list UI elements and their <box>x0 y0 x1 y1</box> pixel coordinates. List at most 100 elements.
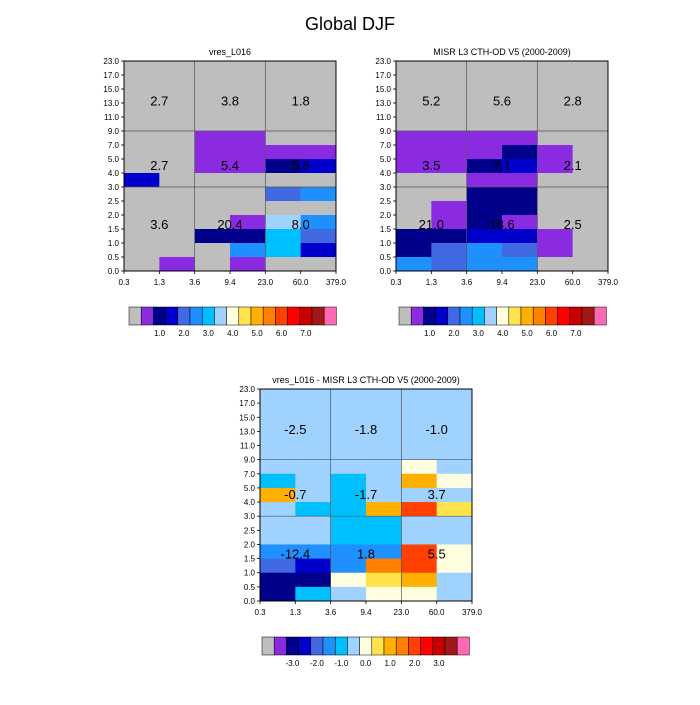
heatmap-cell <box>396 117 432 132</box>
heatmap-cell <box>436 445 473 460</box>
heatmap-cell <box>194 159 231 174</box>
heatmap-cell <box>300 117 337 132</box>
colorbar-box <box>395 636 409 656</box>
x-tick-label: 3.6 <box>461 278 473 287</box>
heatmap-cell <box>330 417 367 432</box>
heatmap-cell <box>260 473 296 489</box>
x-tick-label: 60.0 <box>565 278 581 287</box>
heatmap-cell <box>396 89 432 104</box>
colorbar-box <box>545 306 558 326</box>
heatmap-cell <box>366 445 402 460</box>
heatmap-cell <box>537 75 573 90</box>
heatmap-cell <box>537 229 573 244</box>
heatmap-cell <box>330 389 367 404</box>
colorbar-box <box>532 306 546 326</box>
heatmap-cell <box>124 173 160 188</box>
colorbar-box <box>311 306 325 326</box>
region-value-label: 20.4 <box>217 217 242 232</box>
heatmap-cell <box>330 473 367 489</box>
heatmap-cell <box>300 257 337 272</box>
heatmap-cell <box>300 173 337 188</box>
x-tick-label: 379.0 <box>462 608 483 617</box>
y-tick-label: 11.0 <box>104 113 120 122</box>
heatmap-cell <box>431 159 467 174</box>
y-tick-label: 23.0 <box>239 385 255 394</box>
heatmap-cell <box>502 243 538 258</box>
colorbar-label: 4.0 <box>227 329 239 338</box>
heatmap-cell <box>466 103 503 118</box>
x-tick-label: 3.6 <box>325 608 337 617</box>
y-tick-label: 4.0 <box>380 169 392 178</box>
x-tick-label: 60.0 <box>429 608 445 617</box>
y-tick-label: 1.0 <box>380 239 392 248</box>
heatmap-cell <box>502 75 538 90</box>
heatmap-cell <box>502 103 538 118</box>
heatmap-cell <box>330 431 367 446</box>
x-tick-label: 23.0 <box>394 608 410 617</box>
heatmap-cell <box>436 403 473 418</box>
heatmap-cell <box>431 257 467 272</box>
heatmap-cell <box>436 586 473 602</box>
heatmap-cell <box>330 586 367 602</box>
heatmap-cell <box>396 257 432 272</box>
y-tick-label: 17.0 <box>103 71 119 80</box>
heatmap-cell <box>366 530 402 545</box>
x-tick-label: 9.4 <box>224 278 236 287</box>
y-tick-label: 2.5 <box>244 526 256 535</box>
heatmap-cell <box>396 243 432 258</box>
heatmap-cell <box>502 187 538 202</box>
x-tick-label: 23.0 <box>530 278 546 287</box>
heatmap-cell <box>330 572 367 588</box>
heatmap-cell <box>124 145 160 160</box>
heatmap-cell <box>537 89 573 104</box>
heatmap-cell <box>572 131 609 146</box>
colorbar-box <box>435 306 449 326</box>
heatmap-cell <box>466 243 503 258</box>
heatmap-cell <box>260 389 296 404</box>
colorbar-box <box>323 306 337 326</box>
colorbar-label: -1.0 <box>334 659 348 668</box>
y-tick-label: 1.0 <box>108 239 120 248</box>
colorbar-box <box>408 636 421 656</box>
colorbar-label: 6.0 <box>546 329 558 338</box>
heatmap-cell <box>230 117 266 132</box>
heatmap-cell <box>159 173 195 188</box>
region-value-label: -1.7 <box>355 487 377 502</box>
heatmap-cell <box>502 257 538 272</box>
heatmap-cell <box>537 201 573 216</box>
colorbar-label: 5.0 <box>522 329 534 338</box>
region-value-label: 2.1 <box>564 158 582 173</box>
colorbar-label: 6.0 <box>276 329 288 338</box>
y-tick-label: 2.0 <box>380 211 392 220</box>
heatmap-cell <box>436 558 473 574</box>
heatmap-cell <box>295 487 331 503</box>
heatmap-cell <box>260 586 296 602</box>
heatmap-cell <box>230 103 266 118</box>
heatmap-cell <box>159 61 195 76</box>
colorbar-box <box>262 306 276 326</box>
y-tick-label: 0.5 <box>244 583 256 592</box>
colorbar-box <box>298 636 312 656</box>
colorbar-label: 5.0 <box>252 329 264 338</box>
heatmap-cell <box>431 61 467 76</box>
heatmap-cell <box>431 89 467 104</box>
heatmap-cell <box>260 572 296 588</box>
heatmap-cell <box>265 215 301 230</box>
heatmap-cell <box>194 187 231 202</box>
y-tick-label: 9.0 <box>108 127 120 136</box>
heatmap-cell <box>466 229 503 244</box>
colorbar-box <box>165 306 179 326</box>
heatmap-cell <box>431 117 467 132</box>
heatmap-cell <box>396 201 432 216</box>
heatmap-cell <box>502 145 538 160</box>
heatmap-cell <box>572 243 609 258</box>
heatmap-cell <box>572 173 609 188</box>
heatmap-cell <box>431 201 467 216</box>
x-tick-label: 3.6 <box>189 278 201 287</box>
heatmap-cell <box>159 117 195 132</box>
y-tick-label: 4.0 <box>108 169 120 178</box>
heatmap-cell <box>431 243 467 258</box>
heatmap-cell <box>466 201 503 216</box>
colorbar-label: 2.0 <box>448 329 460 338</box>
